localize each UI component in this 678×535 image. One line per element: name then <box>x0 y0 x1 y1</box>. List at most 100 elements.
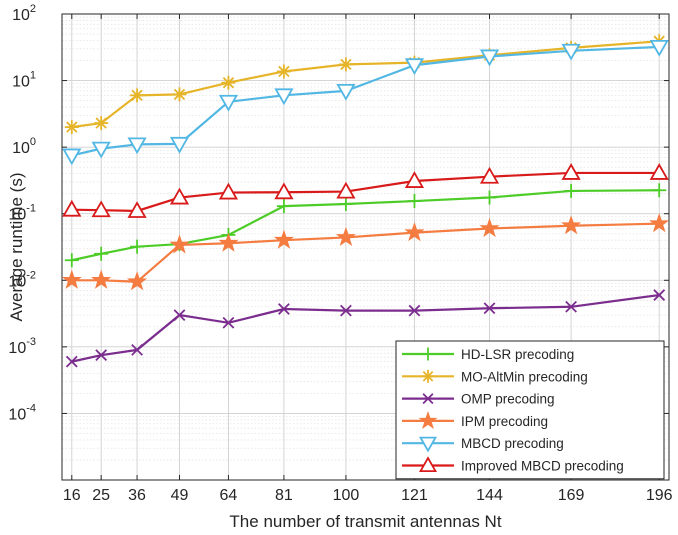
y-tick-label: 10-4 <box>8 402 36 423</box>
x-tick-label: 36 <box>128 487 146 504</box>
data-point-asterisk <box>338 57 353 72</box>
series-star <box>61 213 670 291</box>
data-point-x <box>340 304 352 317</box>
data-point-star <box>561 215 582 235</box>
data-point-plus <box>94 246 109 261</box>
data-point-x <box>422 393 434 405</box>
x-tick-label: 144 <box>476 487 503 504</box>
x-tick-label: 64 <box>220 487 238 504</box>
data-point-asterisk <box>130 88 145 103</box>
data-point-triangle-down <box>62 148 82 166</box>
plot-frame <box>61 13 670 481</box>
x-tick-label: 121 <box>401 487 428 504</box>
data-point-plus <box>482 190 497 205</box>
data-point-plus <box>407 194 422 209</box>
data-point-plus <box>130 239 145 254</box>
x-tick-label: 100 <box>333 487 360 504</box>
data-point-star <box>479 217 500 238</box>
legend-item: OMP precoding <box>402 392 555 407</box>
x-axis-label: The number of transmit antennas Nt <box>229 512 501 531</box>
legend-label: IPM precoding <box>461 414 548 429</box>
data-point-star <box>273 229 294 249</box>
data-point-x <box>483 302 496 315</box>
axis-ticks: 16 25 36 49 64 81 100 121 144 169 196 102 101 100 10-1… <box>8 3 672 504</box>
data-point-triangle-down <box>649 40 669 57</box>
legend: HD-LSR precoding MO-AltMin precoding OMP p… <box>395 340 665 480</box>
series-triangle-down <box>62 40 669 166</box>
data-point-star <box>649 213 670 233</box>
data-point-star <box>404 222 425 242</box>
data-point-triangle-down <box>91 141 111 159</box>
data-point-triangle-down <box>169 136 190 154</box>
data-point-triangle-up <box>418 456 438 473</box>
legend-label: HD-LSR precoding <box>461 347 574 362</box>
series-triangle-up <box>62 163 669 218</box>
y-axis-label: Average runtime (s) <box>7 173 26 322</box>
data-point-triangle-down <box>127 137 147 155</box>
data-point-triangle-up <box>404 171 425 188</box>
data-point-triangle-down <box>218 94 239 112</box>
data-point-triangle-down <box>404 58 425 76</box>
data-point-plus <box>564 183 579 198</box>
y-tick-label: 100 <box>12 136 36 157</box>
data-point-asterisk <box>276 64 291 79</box>
data-point-star <box>335 226 356 246</box>
data-point-triangle-up <box>62 199 82 217</box>
data-point-triangle-down <box>561 43 581 61</box>
legend-label: MO-AltMin precoding <box>461 369 588 384</box>
series-plus <box>64 183 667 268</box>
data-point-triangle-up <box>561 163 581 180</box>
legend-item: MO-AltMin precoding <box>402 369 588 384</box>
data-point-star <box>91 269 112 289</box>
series-x <box>65 289 666 368</box>
legend-item: IPM precoding <box>402 410 548 430</box>
data-point-x <box>278 303 290 315</box>
data-point-triangle-down <box>336 83 356 101</box>
x-tick-label: 49 <box>171 487 189 504</box>
legend-box <box>395 340 665 480</box>
legend-item: Improved MBCD precoding <box>402 456 624 474</box>
legend-label: Improved MBCD precoding <box>461 459 624 474</box>
data-point-x <box>131 344 143 356</box>
x-tick-label: 81 <box>275 487 293 504</box>
y-tick-label: 102 <box>12 3 36 24</box>
data-point-x <box>65 355 78 368</box>
data-point-triangle-up <box>336 181 356 199</box>
data-point-star <box>169 234 190 254</box>
data-point-x <box>222 316 235 329</box>
data-point-x <box>173 309 186 321</box>
series-lines <box>61 34 670 368</box>
data-point-plus <box>421 347 435 361</box>
data-point-asterisk <box>221 75 236 90</box>
legend-label: OMP precoding <box>461 392 555 407</box>
data-point-asterisk <box>421 369 435 383</box>
data-point-plus <box>338 196 353 211</box>
data-point-star <box>61 269 82 289</box>
data-point-x <box>408 304 421 317</box>
legend-item: MBCD precoding <box>402 436 564 453</box>
data-point-triangle-up <box>127 201 147 218</box>
data-point-triangle-down <box>479 49 500 67</box>
data-point-x <box>653 289 666 301</box>
data-point-star <box>418 410 438 430</box>
data-point-star <box>218 232 239 252</box>
data-point-triangle-up <box>274 182 294 200</box>
data-point-triangle-up <box>218 182 239 200</box>
data-point-asterisk <box>172 87 187 102</box>
data-point-asterisk <box>94 116 109 131</box>
y-tick-label: 101 <box>12 70 36 91</box>
data-point-plus <box>276 199 291 214</box>
data-point-triangle-up <box>169 187 190 205</box>
data-point-asterisk <box>64 120 79 135</box>
data-point-star <box>126 271 148 291</box>
data-point-x <box>565 300 577 313</box>
data-point-triangle-down <box>274 88 294 106</box>
y-tick-label: 10-3 <box>8 336 36 357</box>
x-tick-label: 16 <box>63 487 81 504</box>
legend-label: MBCD precoding <box>461 436 564 451</box>
data-point-triangle-down <box>418 436 438 453</box>
x-tick-label: 25 <box>92 487 110 504</box>
x-tick-label: 196 <box>646 487 673 504</box>
data-point-triangle-up <box>479 166 500 184</box>
